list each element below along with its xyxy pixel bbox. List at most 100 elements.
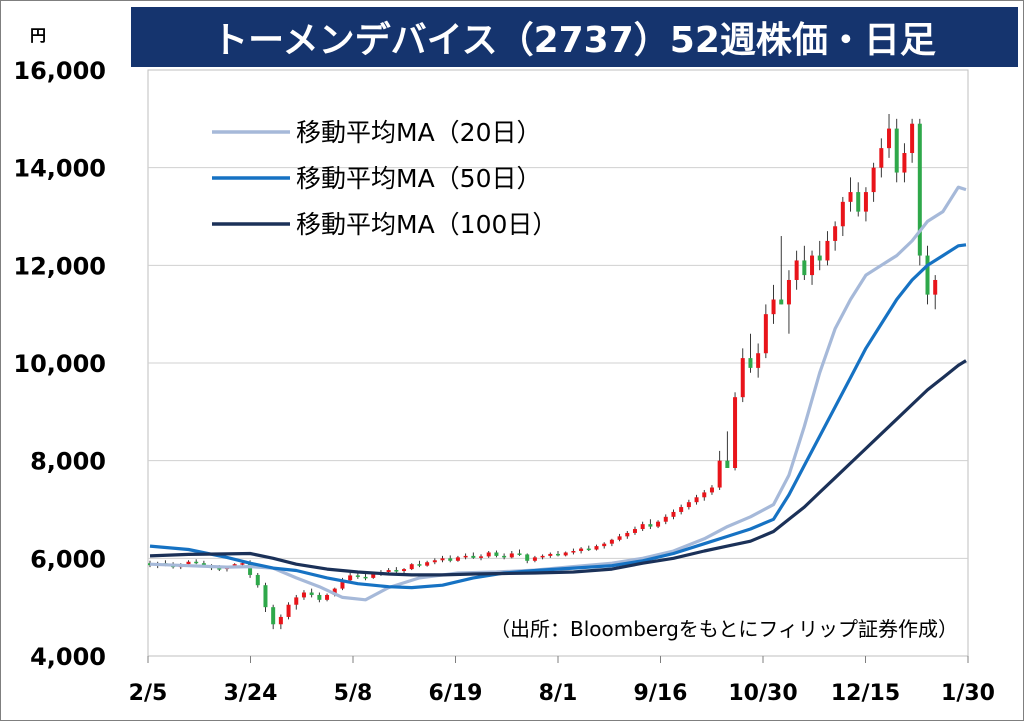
candle: [432, 558, 437, 565]
x-tick-label: 12/15: [831, 681, 900, 706]
candle: [871, 162, 876, 202]
candle: [725, 431, 730, 468]
candle: [702, 489, 707, 501]
candle: [717, 450, 722, 490]
chart-title: トーメンデバイス（2737）52週株価・日足: [212, 19, 936, 61]
candle: [756, 343, 761, 378]
candle: [663, 514, 668, 525]
candle: [556, 551, 560, 557]
gridlines: [148, 167, 968, 559]
candle: [648, 519, 653, 530]
candlesticks: [148, 113, 938, 630]
candle: [417, 560, 422, 568]
candle: [910, 118, 915, 163]
candle: [586, 545, 591, 552]
candle: [563, 551, 568, 557]
candle: [494, 550, 499, 558]
candle: [571, 548, 576, 555]
candle: [917, 118, 922, 266]
candle: [802, 245, 807, 280]
ma-line-ma20: [149, 185, 967, 602]
x-axis-ticks: 2/5 3/24 5/8 6/19 8/1 9/16 10/30 12/15 1/30: [129, 656, 995, 706]
candle: [271, 604, 276, 630]
candle: [294, 594, 299, 610]
legend-label: 移動平均MA（20日）: [296, 118, 541, 147]
candle: [579, 547, 584, 554]
candle: [409, 563, 414, 571]
x-tick-label: 9/16: [634, 681, 688, 706]
candle: [486, 551, 491, 558]
candle: [817, 240, 822, 271]
source-note: （出所：Bloombergをもとにフィリップ証券作成）: [490, 617, 958, 641]
candle: [794, 250, 799, 290]
x-tick-label: 1/30: [941, 681, 995, 706]
candle: [640, 521, 645, 531]
candle: [863, 187, 868, 222]
candle: [471, 552, 476, 559]
candle: [609, 538, 614, 547]
candle: [148, 560, 152, 568]
candle: [540, 554, 545, 560]
y-tick-label: 8,000: [30, 448, 106, 476]
candle: [463, 553, 468, 560]
y-tick-label: 12,000: [13, 252, 106, 280]
candle: [525, 553, 530, 564]
candle: [548, 552, 553, 558]
ma-line-ma100: [149, 359, 967, 577]
y-tick-label: 16,000: [13, 57, 106, 85]
legend-label: 移動平均MA（100日）: [296, 210, 557, 239]
candle: [425, 560, 430, 567]
moving-average-lines: [149, 185, 967, 602]
candle: [625, 530, 630, 539]
ma-line-ma50: [149, 243, 967, 590]
candle: [502, 553, 507, 560]
candle: [686, 499, 691, 510]
candle: [894, 118, 899, 183]
candle: [532, 555, 537, 563]
x-tick-label: 3/24: [224, 681, 278, 706]
candle: [748, 333, 753, 373]
candle: [771, 284, 776, 324]
candle: [833, 221, 838, 251]
candle: [632, 526, 637, 535]
candle: [309, 588, 314, 598]
candle: [517, 549, 522, 556]
candle: [694, 494, 699, 505]
candle: [740, 348, 745, 403]
candle: [594, 544, 599, 551]
y-tick-label: 10,000: [13, 350, 106, 378]
candle: [255, 572, 260, 588]
x-tick-label: 6/19: [429, 681, 483, 706]
x-tick-label: 5/8: [334, 681, 373, 706]
candle: [656, 520, 661, 529]
y-tick-label: 6,000: [30, 545, 106, 573]
y-axis-ticks: 16,000 14,000 12,000 10,000 8,000 6,000 4,000: [13, 57, 106, 671]
candle: [448, 555, 453, 563]
candle: [402, 568, 407, 574]
candle: [325, 593, 330, 602]
candle: [733, 392, 738, 471]
candle: [709, 485, 714, 495]
candle: [278, 614, 283, 630]
candle: [933, 275, 938, 310]
candle: [887, 113, 892, 158]
candle: [509, 551, 514, 559]
y-axis-unit: 円: [30, 26, 46, 45]
candle: [671, 509, 676, 520]
candle: [840, 196, 845, 237]
candle: [363, 573, 368, 581]
candle: [440, 555, 445, 563]
candle: [786, 270, 791, 334]
candle: [810, 250, 815, 285]
x-tick-label: 2/5: [129, 681, 168, 706]
candle: [286, 602, 291, 620]
candle: [194, 559, 199, 565]
candle: [925, 245, 930, 305]
candle: [825, 231, 830, 266]
legend-label: 移動平均MA（50日）: [296, 164, 541, 193]
candle: [848, 177, 853, 212]
x-tick-label: 10/30: [728, 681, 797, 706]
candle: [879, 138, 884, 178]
candle: [301, 590, 306, 600]
